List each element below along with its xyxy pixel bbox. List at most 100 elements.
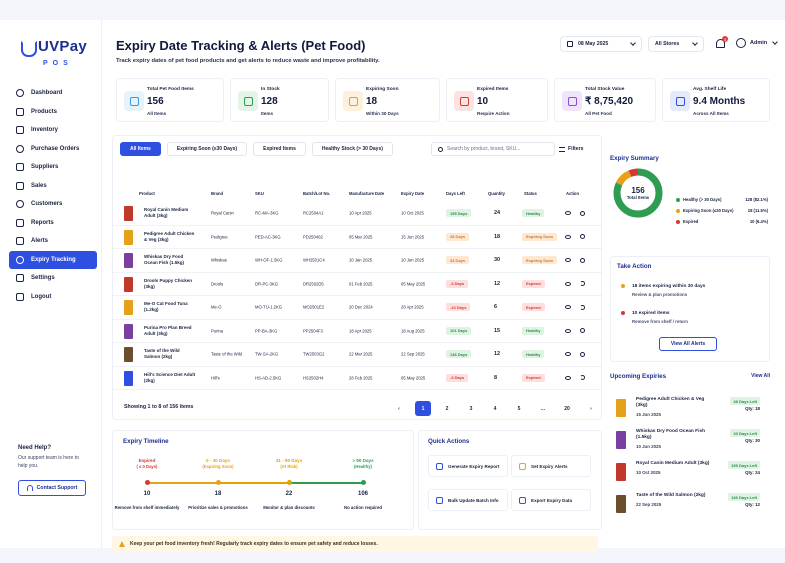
quick-action-button[interactable]: Export Expiry Data xyxy=(511,489,591,511)
eye-icon[interactable] xyxy=(565,352,571,357)
sidebar-item-logout[interactable]: Logout xyxy=(9,288,97,307)
upcoming-item[interactable]: Royal Canin Medium Adult (3kg) 10 Oct 202… xyxy=(614,461,768,491)
page-button-1[interactable]: 1 xyxy=(415,401,431,416)
quick-action-button[interactable]: Generate Expiry Report xyxy=(428,455,508,477)
page-button-4[interactable]: 4 xyxy=(493,405,497,412)
sidebar-item-purchase-orders[interactable]: Purchase Orders xyxy=(9,140,97,159)
table-row[interactable]: Whiskas Dry Food Ocean Fish (1.5kg) Whisk… xyxy=(113,249,603,273)
quick-action-button[interactable]: Bulk Update Batch Info xyxy=(428,489,508,511)
view-all-link[interactable]: View All xyxy=(751,373,770,379)
table-row[interactable]: Drools Puppy Chicken (3kg) Drools DR-PC-3K… xyxy=(113,273,603,296)
cell-brand: Me-O xyxy=(211,304,222,310)
tab-3[interactable]: Healthy Stock (> 30 Days) xyxy=(311,142,393,156)
sidebar-item-dashboard[interactable]: Dashboard xyxy=(9,84,97,103)
bell-icon[interactable] xyxy=(716,39,725,48)
upcoming-qty: Qty: 12 xyxy=(745,502,760,507)
sidebar-item-sales[interactable]: Sales xyxy=(9,177,97,196)
sidebar-item-suppliers[interactable]: Suppliers xyxy=(9,158,97,177)
status-badge: Expired xyxy=(522,373,545,382)
eye-icon[interactable] xyxy=(565,258,571,263)
refresh-icon[interactable] xyxy=(580,304,585,310)
timeline-dot xyxy=(216,480,221,485)
upcoming-item[interactable]: Pedigree Adult Chicken & Veg (3kg) 15 Jun… xyxy=(614,397,768,427)
sidebar-item-products[interactable]: Products xyxy=(9,103,97,122)
user-menu[interactable]: Admin xyxy=(736,38,778,48)
stat-sub: All Pet Food xyxy=(585,111,612,116)
page-button-8[interactable]: › xyxy=(590,405,592,412)
sidebar-item-alerts[interactable]: Alerts xyxy=(9,232,97,251)
gear-icon xyxy=(16,274,24,283)
cell-mfg: 01 Feb 2025 xyxy=(349,281,373,287)
product-image xyxy=(124,206,133,221)
eye-icon[interactable] xyxy=(565,281,571,286)
donut-total-label: Total Items xyxy=(626,195,650,200)
refresh-icon[interactable] xyxy=(580,281,585,287)
home-icon xyxy=(16,89,24,98)
legend-name: Healthy (> 30 Days) xyxy=(683,197,722,202)
table-row[interactable]: Royal Canin Medium Adult (3kg) Royal Cani… xyxy=(113,202,603,226)
page-button-5[interactable]: 5 xyxy=(517,405,521,412)
cell-batch: PP2504F3 xyxy=(303,328,323,334)
page-button-2[interactable]: 2 xyxy=(445,405,449,412)
sidebar-item-inventory[interactable]: Inventory xyxy=(9,121,97,140)
eye-icon[interactable] xyxy=(565,305,571,310)
stat-icon-box xyxy=(562,91,582,111)
tab-2[interactable]: Expired Items xyxy=(253,142,306,156)
view-icon[interactable] xyxy=(580,210,585,216)
view-icon[interactable] xyxy=(580,234,585,240)
quick-action-button[interactable]: Set Expiry Alerts xyxy=(511,455,591,477)
refresh-icon[interactable] xyxy=(580,375,585,381)
page-button-6[interactable]: ... xyxy=(540,405,546,412)
take-action-sub: Remove from shelf / return xyxy=(632,319,688,324)
view-all-alerts-button[interactable]: View All Alerts xyxy=(659,337,717,351)
upcoming-qty: Qty: 18 xyxy=(745,406,760,411)
search-box[interactable] xyxy=(431,142,555,156)
view-icon[interactable] xyxy=(580,257,585,263)
sidebar-nav: Dashboard Products Inventory Purchase Order… xyxy=(9,84,97,306)
status-dot xyxy=(621,311,625,315)
upcoming-item[interactable]: Whiskas Dry Food Ocean Fish (1.5kg) 10 Ju… xyxy=(614,429,768,459)
contact-support-button[interactable]: Contact Support xyxy=(18,480,86,496)
page-button-7[interactable]: 20 xyxy=(564,405,570,412)
page-button-3[interactable]: 3 xyxy=(469,405,473,412)
table-row[interactable]: Me-O Cat Food Tuna (1.2kg) Me-O MO-TU-1.2K… xyxy=(113,296,603,320)
column-header: Manufacture Date xyxy=(349,191,385,196)
product-image xyxy=(616,495,626,513)
table-row[interactable]: Pedigree Adult Chicken & Veg (3kg) Pedigr… xyxy=(113,226,603,249)
upcoming-qty: Qty: 24 xyxy=(745,470,760,475)
stat-card: Expired Items 10 Require Action xyxy=(446,78,548,122)
sidebar-item-customers[interactable]: Customers xyxy=(9,195,97,214)
date-picker[interactable]: 08 May 2025 xyxy=(560,36,642,52)
eye-icon[interactable] xyxy=(565,375,571,380)
page-button-0[interactable]: ‹ xyxy=(398,405,400,412)
chevron-down-icon xyxy=(772,39,778,45)
cell-product: Taste of the Wild Salmon (2kg) xyxy=(144,348,180,360)
store-select[interactable]: All Stores xyxy=(648,36,704,52)
sidebar-item-settings[interactable]: Settings xyxy=(9,269,97,288)
view-icon[interactable] xyxy=(580,351,585,357)
sidebar-item-expiry-tracking[interactable]: Expiry Tracking xyxy=(9,250,97,269)
cell-mfg: 10 Jan 2025 xyxy=(349,257,373,263)
filters-button[interactable]: Filters xyxy=(559,142,595,156)
timeline-stage-sub: ( ≤ 0 Days) xyxy=(136,464,158,469)
table-row[interactable]: Taste of the Wild Salmon (2kg) Taste of t… xyxy=(113,343,603,367)
eye-icon[interactable] xyxy=(565,211,571,216)
upcoming-item[interactable]: Taste of the Wild Salmon (2kg) 22 Sep 202… xyxy=(614,493,768,523)
take-action-sub: Review & plan promotions xyxy=(632,292,688,297)
table-row[interactable]: Hill's Science Diet Adult (2kg) Hill's HS-… xyxy=(113,367,603,390)
view-icon[interactable] xyxy=(580,328,585,334)
sidebar-item-reports[interactable]: Reports xyxy=(9,214,97,233)
eye-icon[interactable] xyxy=(565,234,571,239)
search-input[interactable] xyxy=(447,146,551,152)
legend-value: 128 (82.1%) xyxy=(745,197,768,202)
brand-name: UVPay xyxy=(38,38,88,55)
legend-item: Expiring Soon (≤30 Days) 18 (11.5%) xyxy=(676,208,768,216)
logout-icon xyxy=(16,292,24,301)
take-action-panel: Take Action 18 items expiring within 30 … xyxy=(610,256,770,362)
eye-icon[interactable] xyxy=(565,328,571,333)
filter-icon xyxy=(559,146,565,152)
table-row[interactable]: Purina Pro Plan Breed Adult (3kg) Purina P… xyxy=(113,320,603,343)
tab-1[interactable]: Expiring Soon (≤30 Days) xyxy=(166,142,248,156)
cell-brand: Hill's xyxy=(211,375,220,381)
tab-0[interactable]: All Items xyxy=(120,142,161,156)
